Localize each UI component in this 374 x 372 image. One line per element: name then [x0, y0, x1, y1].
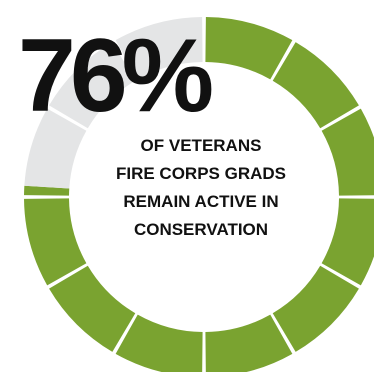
- caption-line-3: REMAIN ACTIVE IN: [123, 192, 279, 211]
- caption-line-1: OF VETERANS: [140, 136, 262, 155]
- donut-segment-remaining: [24, 108, 87, 189]
- donut-segment-filled: [272, 42, 359, 129]
- donut-segment-filled: [205, 17, 293, 80]
- donut-segment-filled: [321, 198, 374, 286]
- caption: OF VETERANS FIRE CORPS GRADS REMAIN ACTI…: [92, 132, 310, 244]
- percentage-headline: 76%: [18, 18, 214, 134]
- donut-segment-filled: [24, 185, 70, 196]
- caption-line-4: CONSERVATION: [133, 220, 269, 239]
- donut-segment-remaining: [115, 17, 203, 80]
- donut-segment-remaining: [49, 42, 136, 129]
- donut-segment-filled: [115, 314, 203, 372]
- donut-segment-filled: [272, 265, 359, 352]
- donut-segment-filled: [24, 198, 87, 286]
- donut-segment-filled: [205, 314, 293, 372]
- donut-segment-filled: [49, 265, 136, 352]
- caption-line-2: FIRE CORPS GRADS: [115, 164, 287, 183]
- donut-segment-filled: [321, 108, 374, 196]
